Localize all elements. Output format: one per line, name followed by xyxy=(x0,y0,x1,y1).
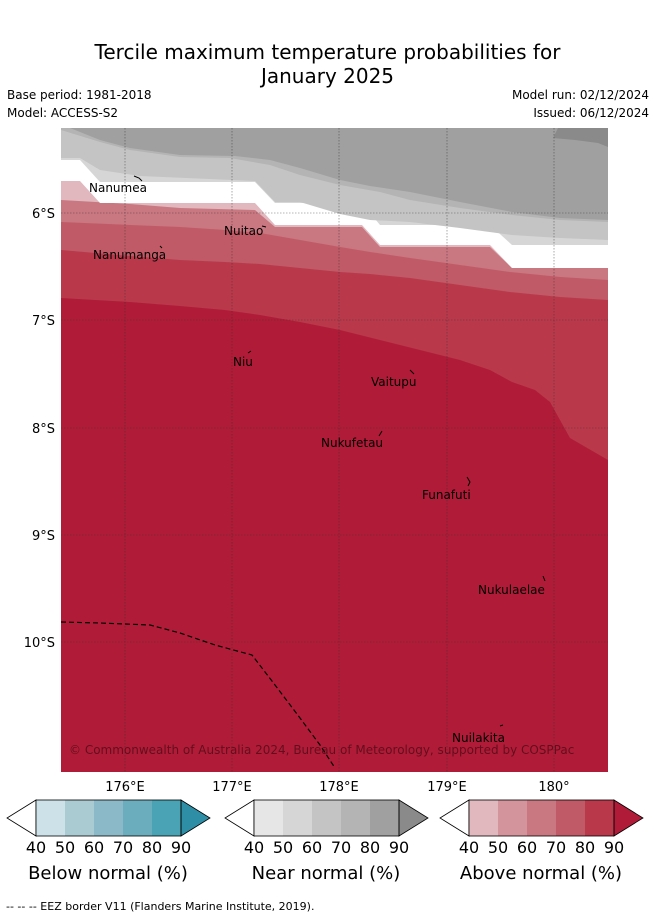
x-tick-178e: 178°E xyxy=(319,780,359,795)
below-colorbar-cell xyxy=(94,800,123,836)
below-colorbar-cell xyxy=(36,800,65,836)
island-vaitupu xyxy=(409,369,415,375)
near-colorbar-outline xyxy=(253,799,400,837)
above-colorbar-outline xyxy=(468,799,615,837)
below-colorbar-tick: 70 xyxy=(113,838,133,857)
below-colorbar-tick: 60 xyxy=(84,838,104,857)
near-colorbar-tick: 50 xyxy=(273,838,293,857)
model-name: Model: ACCESS-S2 xyxy=(7,106,119,120)
near-normal-colorbar: 40 50 60 70 80 90 xyxy=(224,799,429,857)
island-nukufetau xyxy=(378,430,383,437)
near-colorbar-tick: 80 xyxy=(360,838,380,857)
below-colorbar-cell xyxy=(123,800,152,836)
x-tick-177e: 177°E xyxy=(212,780,252,795)
label-nuilakita: Nuilakita xyxy=(452,731,505,745)
island-nanumea xyxy=(133,175,143,182)
label-nanumanga: Nanumanga xyxy=(93,248,166,262)
near-colorbar-cell xyxy=(341,800,370,836)
near-colorbar-tick: 40 xyxy=(244,838,264,857)
above-normal-colorbar: 40 50 60 70 80 90 xyxy=(439,799,644,857)
island-nanumanga xyxy=(159,245,163,249)
y-tick-10s: 10°S xyxy=(24,636,55,651)
label-nukufetau: Nukufetau xyxy=(321,436,383,450)
title-line-2: January 2025 xyxy=(260,64,395,88)
above-normal-label: Above normal (%) xyxy=(459,863,623,884)
near-80-region xyxy=(61,128,608,220)
footer-note: -- -- -- EEZ border V11 (Flanders Marine… xyxy=(6,900,315,913)
below-colorbar-low-end xyxy=(6,799,37,837)
y-tick-7s: 7°S xyxy=(32,314,55,329)
near-colorbar-tick: 70 xyxy=(331,838,351,857)
above-colorbar-tick: 50 xyxy=(488,838,508,857)
above-colorbar-tick: 80 xyxy=(575,838,595,857)
above-colorbar-cell xyxy=(469,800,498,836)
above-colorbar-tick: 90 xyxy=(604,838,624,857)
title-line-1: Tercile maximum temperature probabilitie… xyxy=(94,40,561,64)
below-colorbar-high-end xyxy=(180,799,211,837)
above-colorbar-high-end xyxy=(613,799,644,837)
below-colorbar-tick: 90 xyxy=(171,838,191,857)
near-colorbar-tick: 90 xyxy=(389,838,409,857)
near-90-region xyxy=(553,128,608,147)
below-colorbar-tick: 40 xyxy=(26,838,46,857)
below-colorbar-outline xyxy=(35,799,182,837)
chart-title: Tercile maximum temperature probabilitie… xyxy=(0,40,655,88)
y-tick-8s: 8°S xyxy=(32,422,55,437)
above-colorbar-cell xyxy=(556,800,585,836)
islands xyxy=(133,175,546,727)
below-colorbar-tick: 80 xyxy=(142,838,162,857)
above-colorbar-cell xyxy=(527,800,556,836)
x-tick-180: 180° xyxy=(538,780,569,795)
below-colorbar-cell xyxy=(65,800,94,836)
x-tick-176e: 176°E xyxy=(105,780,145,795)
above-colorbar-tick: 40 xyxy=(459,838,479,857)
above-colorbar-tick: 60 xyxy=(517,838,537,857)
above-colorbar-cell xyxy=(498,800,527,836)
y-tick-6s: 6°S xyxy=(32,207,55,222)
above-colorbar-low-end xyxy=(439,799,470,837)
near-colorbar-high-end xyxy=(398,799,429,837)
island-nuitao xyxy=(261,225,267,228)
label-niu: Niu xyxy=(233,355,253,369)
above-colorbar-cell xyxy=(585,800,614,836)
island-nuilakita xyxy=(499,724,504,727)
label-nukulaelae: Nukulaelae xyxy=(478,583,545,597)
label-nuitao: Nuitao xyxy=(224,224,263,238)
near-normal-label: Near normal (%) xyxy=(251,863,401,884)
map: Nanumea Nuitao Nanumanga Niu Vaitupu Nuk… xyxy=(24,128,608,795)
label-nanumea: Nanumea xyxy=(89,181,147,195)
near-colorbar-cell xyxy=(254,800,283,836)
island-nukulaelae xyxy=(542,575,546,582)
base-period: Base period: 1981-2018 xyxy=(7,88,152,102)
issued-date: Issued: 06/12/2024 xyxy=(533,106,649,120)
near-colorbar-cell xyxy=(312,800,341,836)
below-colorbar-cell xyxy=(152,800,181,836)
below-normal-label: Below normal (%) xyxy=(28,863,188,884)
model-run: Model run: 02/12/2024 xyxy=(511,88,649,102)
copyright-text: © Commonwealth of Australia 2024, Bureau… xyxy=(69,743,574,757)
near-colorbar-tick: 60 xyxy=(302,838,322,857)
near-colorbar-cell xyxy=(370,800,399,836)
below-colorbar-tick: 50 xyxy=(55,838,75,857)
near-colorbar-cell xyxy=(283,800,312,836)
eez-border-line xyxy=(61,621,336,769)
island-funafuti xyxy=(466,476,471,487)
near-colorbar-low-end xyxy=(224,799,255,837)
island-niu xyxy=(247,350,252,354)
label-vaitupu: Vaitupu xyxy=(371,375,417,389)
below-normal-colorbar: 40 50 60 70 80 90 xyxy=(6,799,211,857)
x-tick-179e: 179°E xyxy=(427,780,467,795)
label-funafuti: Funafuti xyxy=(422,488,471,502)
graticule xyxy=(61,128,608,772)
y-tick-9s: 9°S xyxy=(32,529,55,544)
above-colorbar-tick: 70 xyxy=(546,838,566,857)
